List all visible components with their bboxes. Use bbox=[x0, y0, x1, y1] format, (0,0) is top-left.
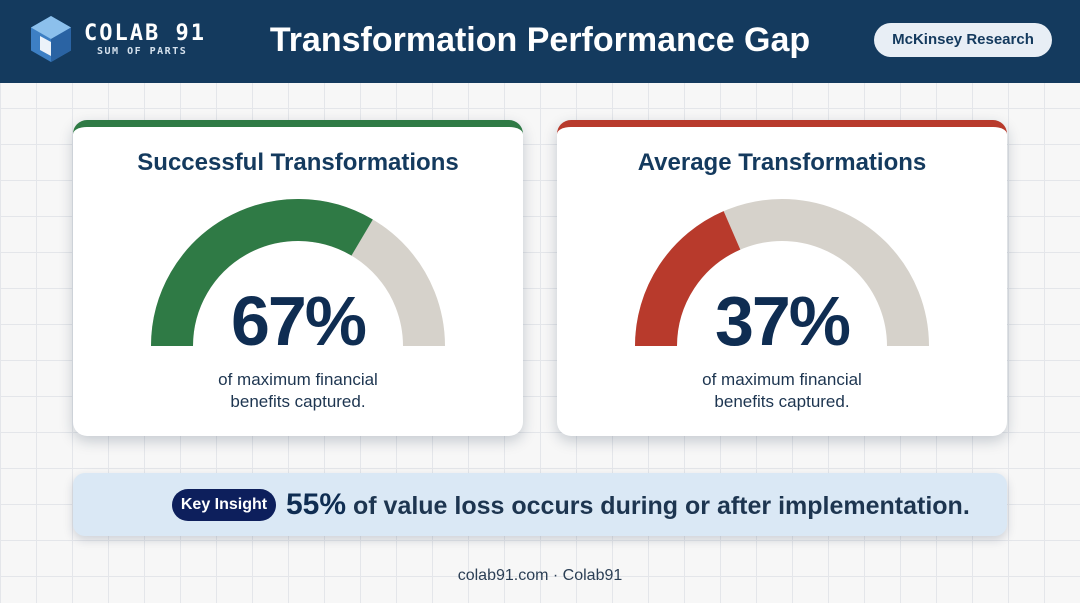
gauge-card-average: Average Transformations 37% of maximum f… bbox=[557, 120, 1007, 436]
gauge-caption: of maximum financial benefits captured. bbox=[73, 369, 523, 413]
gauge-caption-line-1: of maximum financial bbox=[702, 370, 862, 389]
gauge-fill bbox=[151, 199, 373, 347]
key-insight-tag: Key Insight bbox=[172, 489, 276, 521]
gauge-card-title: Successful Transformations bbox=[137, 149, 459, 176]
gauge-card-successful: Successful Transformations 67% of maximu… bbox=[73, 120, 523, 436]
key-insight-sentence: of value loss occurs during or after imp… bbox=[346, 492, 970, 520]
gauge-fill bbox=[635, 211, 741, 347]
footer-credit: colab91.com · Colab91 bbox=[457, 567, 623, 584]
gauge-value: 67% bbox=[230, 282, 367, 360]
gauge-chart bbox=[151, 199, 445, 347]
brand-tagline: SUM OF PARTS bbox=[97, 46, 188, 57]
key-insight-banner: Key Insight 55% of value loss occurs dur… bbox=[73, 473, 1007, 536]
gauge-value: 37% bbox=[714, 282, 851, 360]
page-title: Transformation Performance Gap bbox=[269, 21, 811, 59]
source-badge: McKinsey Research bbox=[874, 23, 1052, 57]
hexagon-logo-icon bbox=[31, 16, 71, 62]
gauge-chart bbox=[635, 199, 929, 347]
gauge-card-title: Average Transformations bbox=[637, 149, 927, 176]
gauge-caption-line-1: of maximum financial bbox=[218, 370, 378, 389]
brand-name: COLAB 91 bbox=[84, 21, 206, 46]
gauge-caption-line-2: benefits captured. bbox=[714, 392, 850, 411]
key-insight-text: 55% of value loss occurs during or after… bbox=[286, 487, 970, 524]
gauge-caption: of maximum financial benefits captured. bbox=[557, 369, 1007, 413]
key-insight-stat: 55% bbox=[286, 488, 347, 521]
gauge-caption-line-2: benefits captured. bbox=[230, 392, 366, 411]
header-bar: COLAB 91 SUM OF PARTS Transformation Per… bbox=[0, 0, 1080, 83]
